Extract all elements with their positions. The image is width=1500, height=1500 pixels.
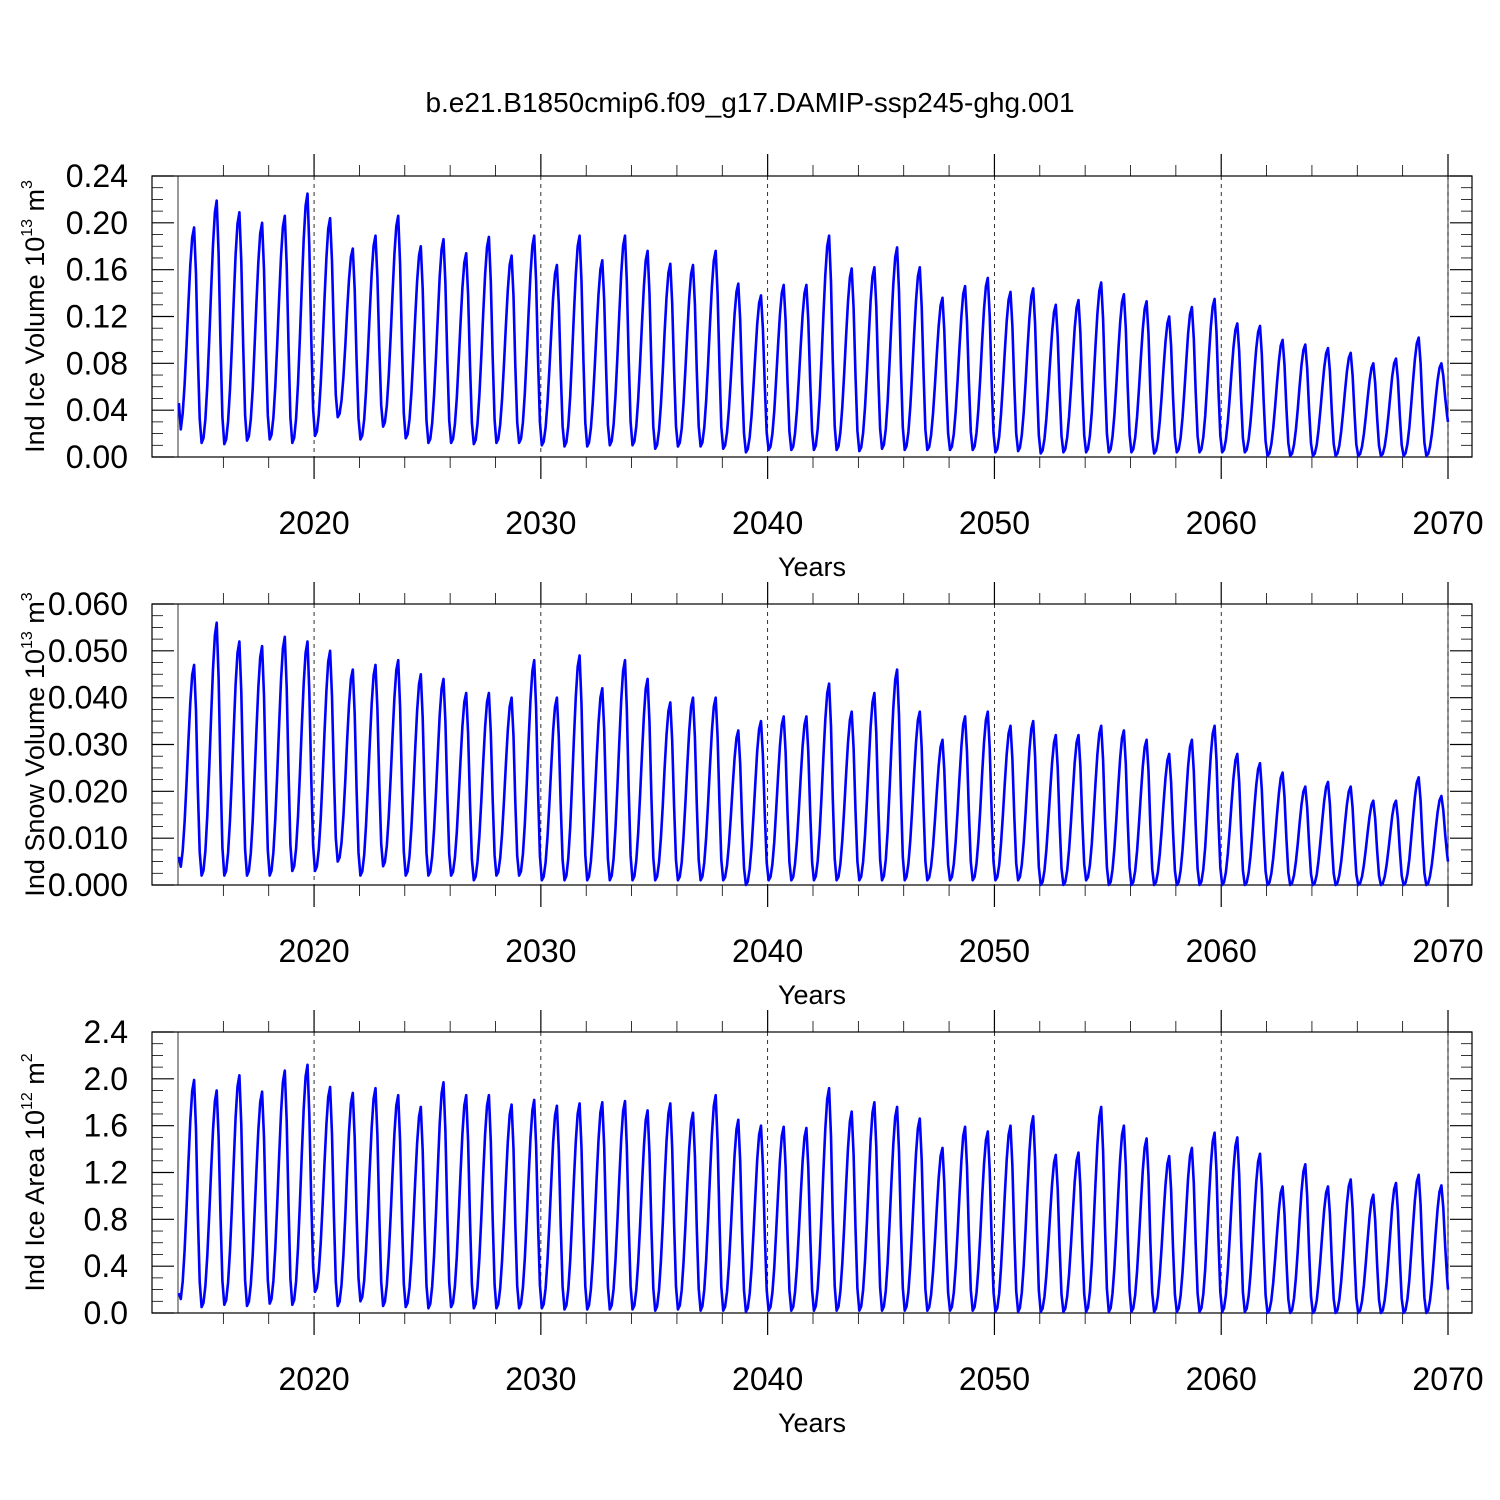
ind-snow-volume-x-tick-label: 2070 bbox=[1412, 933, 1483, 969]
ind-snow-volume-y-tick-label: 0.020 bbox=[48, 773, 128, 809]
ind-ice-area-x-axis-title: Years bbox=[778, 1408, 846, 1438]
ind-ice-area-y-axis-title: Ind Ice Area 1012 m2 bbox=[19, 1053, 50, 1291]
ind-ice-volume-series-line bbox=[177, 192, 1450, 458]
ind-ice-volume-y-tick-label: 0.00 bbox=[66, 439, 128, 475]
ind-ice-volume-x-axis-title: Years bbox=[778, 552, 846, 582]
ind-snow-volume-y-tick-label: 0.060 bbox=[48, 586, 128, 622]
ind-ice-area-x-tick-label: 2050 bbox=[959, 1361, 1030, 1397]
ind-ice-volume-x-tick-label: 2020 bbox=[278, 505, 349, 541]
ind-ice-area-series-line bbox=[177, 1063, 1450, 1315]
ind-ice-area-panel: 2020 2030 2040 2050 2060 2070 0.0 0.4 0.8 1.2 1.6 2… bbox=[19, 1010, 1484, 1438]
ind-snow-volume-panel: 2020 2030 2040 2050 2060 2070 0.000 0.010 0.020 0… bbox=[19, 582, 1484, 1010]
ind-ice-volume-panel: 2020 2030 2040 2050 2060 2070 0.00 0.04 0.08 0.12… bbox=[19, 154, 1484, 582]
ind-snow-volume-series-line bbox=[177, 621, 1450, 887]
ind-ice-volume-y-tick-label: 0.12 bbox=[66, 299, 128, 335]
ind-snow-volume-y-tick-label: 0.000 bbox=[48, 867, 128, 903]
figure-title: b.e21.B1850cmip6.f09_g17.DAMIP-ssp245-gh… bbox=[425, 87, 1074, 118]
ind-ice-volume-x-tick-label: 2050 bbox=[959, 505, 1030, 541]
ind-ice-volume-y-tick-label: 0.04 bbox=[66, 392, 128, 428]
ind-ice-area-x-tick-label: 2040 bbox=[732, 1361, 803, 1397]
ind-snow-volume-x-tick-label: 2050 bbox=[959, 933, 1030, 969]
ind-ice-area-x-tick-label: 2070 bbox=[1412, 1361, 1483, 1397]
panels: 2020 2030 2040 2050 2060 2070 0.00 0.04 0.08 0.12… bbox=[19, 154, 1484, 1438]
ind-ice-area-y-tick-label: 1.6 bbox=[84, 1108, 128, 1144]
ind-snow-volume-x-tick-label: 2030 bbox=[505, 933, 576, 969]
ind-snow-volume-y-tick-label: 0.050 bbox=[48, 633, 128, 669]
ind-snow-volume-y-tick-label: 0.010 bbox=[48, 820, 128, 856]
ind-snow-volume-x-tick-label: 2040 bbox=[732, 933, 803, 969]
ind-ice-volume-x-tick-label: 2030 bbox=[505, 505, 576, 541]
ind-ice-area-y-tick-label: 0.8 bbox=[84, 1201, 128, 1237]
ind-ice-volume-x-tick-label: 2060 bbox=[1186, 505, 1257, 541]
ind-ice-volume-x-tick-label: 2070 bbox=[1412, 505, 1483, 541]
ind-ice-volume-y-tick-label: 0.08 bbox=[66, 345, 128, 381]
ind-snow-volume-x-axis-title: Years bbox=[778, 980, 846, 1010]
ind-ice-area-y-tick-label: 1.2 bbox=[84, 1155, 128, 1191]
ind-snow-volume-x-tick-label: 2060 bbox=[1186, 933, 1257, 969]
ind-ice-area-y-tick-label: 0.4 bbox=[84, 1248, 128, 1284]
ind-snow-volume-y-tick-label: 0.040 bbox=[48, 680, 128, 716]
ind-ice-volume-y-tick-label: 0.24 bbox=[66, 158, 128, 194]
ind-snow-volume-y-tick-label: 0.030 bbox=[48, 727, 128, 763]
ind-ice-volume-x-tick-label: 2040 bbox=[732, 505, 803, 541]
ind-ice-area-y-tick-label: 2.0 bbox=[84, 1061, 128, 1097]
ind-snow-volume-x-tick-label: 2020 bbox=[278, 933, 349, 969]
ind-ice-area-x-tick-label: 2030 bbox=[505, 1361, 576, 1397]
ind-ice-volume-y-axis-title: Ind Ice Volume 1013 m3 bbox=[19, 180, 50, 453]
ind-ice-volume-y-tick-label: 0.20 bbox=[66, 205, 128, 241]
ind-ice-area-x-tick-label: 2060 bbox=[1186, 1361, 1257, 1397]
ind-ice-area-y-tick-label: 2.4 bbox=[84, 1014, 128, 1050]
ind-ice-volume-y-tick-label: 0.16 bbox=[66, 252, 128, 288]
ind-ice-area-x-tick-label: 2020 bbox=[278, 1361, 349, 1397]
ind-snow-volume-y-axis-title: Ind Snow Volume 1013 m3 bbox=[19, 592, 50, 896]
ind-ice-area-y-tick-label: 0.0 bbox=[84, 1295, 128, 1331]
